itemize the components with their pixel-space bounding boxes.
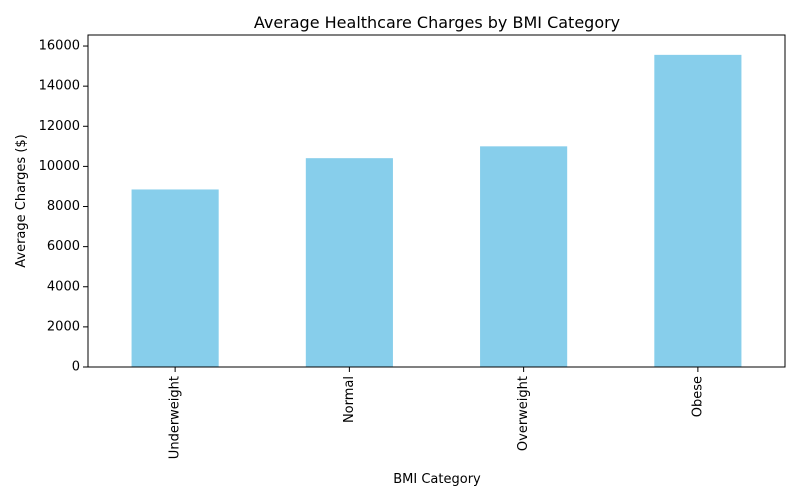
x-axis-label: BMI Category bbox=[393, 472, 481, 487]
bar-normal bbox=[305, 158, 393, 367]
bar-overweight bbox=[480, 146, 568, 367]
x-tick-label: Overweight bbox=[516, 376, 531, 451]
y-tick-label: 8000 bbox=[47, 199, 80, 214]
bar-underweight bbox=[131, 189, 219, 367]
x-axis-ticks: Underweight Normal Overweight Obese bbox=[168, 367, 705, 459]
x-tick-label: Normal bbox=[342, 376, 357, 423]
bar-obese bbox=[654, 54, 742, 368]
chart-title: Average Healthcare Charges by BMI Catego… bbox=[254, 13, 620, 32]
y-tick-label: 2000 bbox=[47, 319, 80, 334]
plot-frame bbox=[87, 34, 786, 368]
bars-group bbox=[131, 54, 742, 368]
y-tick-label: 10000 bbox=[39, 159, 80, 174]
y-tick-label: 16000 bbox=[39, 39, 80, 54]
y-axis-ticks: 0 2000 4000 6000 8000 10000 12000 14000 16000 bbox=[39, 39, 88, 375]
y-tick-label: 0 bbox=[72, 360, 80, 375]
x-tick-label: Obese bbox=[690, 376, 705, 417]
y-tick-label: 4000 bbox=[47, 279, 80, 294]
x-tick-label: Underweight bbox=[168, 376, 183, 459]
y-tick-label: 12000 bbox=[39, 119, 80, 134]
y-tick-label: 6000 bbox=[47, 239, 80, 254]
y-axis-label: Average Charges ($) bbox=[14, 134, 29, 268]
y-tick-label: 14000 bbox=[39, 79, 80, 94]
